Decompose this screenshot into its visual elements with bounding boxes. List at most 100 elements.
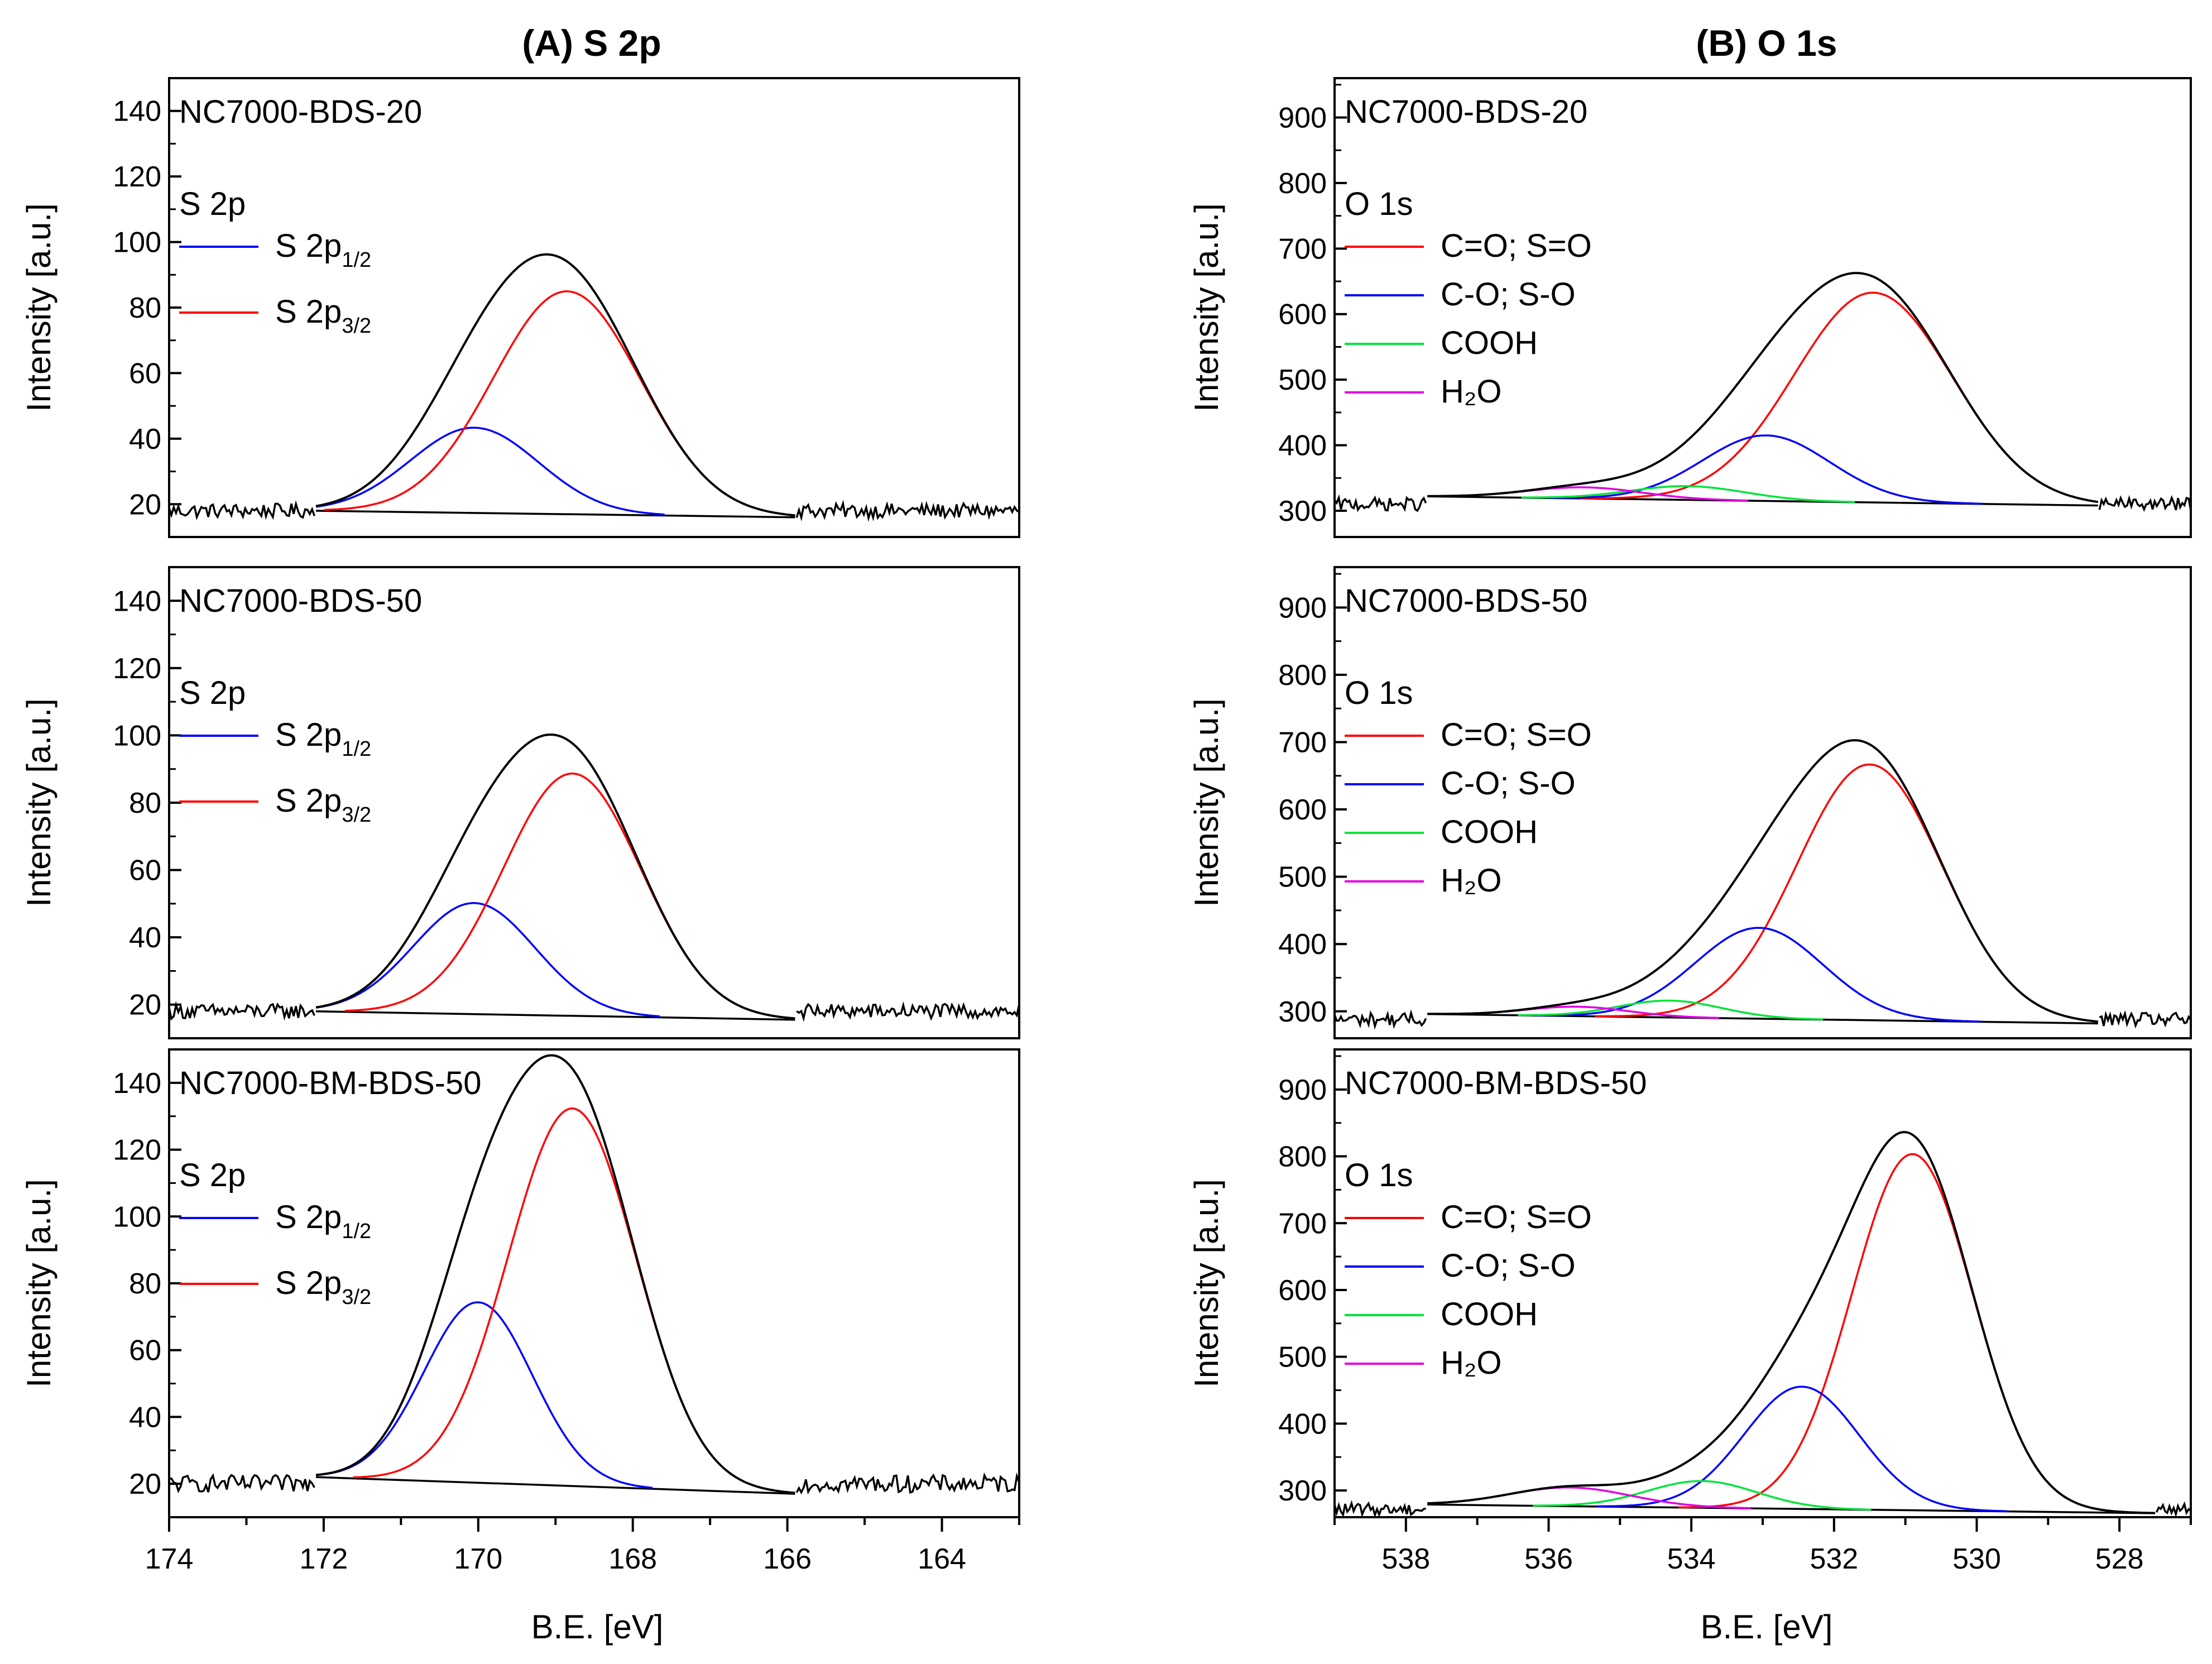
y-tick-label: 40 [129,423,161,455]
raw-data-left [1335,1009,1427,1030]
column-title-b: (B) O 1s [1696,22,1837,64]
legend-label: C=O; S=O [1441,717,1592,753]
y-axis-title: Intensity [a.u.] [20,203,57,412]
y-tick-label: 700 [1278,233,1327,265]
legend-label: COOH [1441,814,1538,850]
y-tick-label: 800 [1278,659,1327,692]
y-tick-label: 700 [1278,726,1327,759]
component-1 [344,773,795,1020]
plot-frame [1333,566,2192,1039]
panels: 20 40 60 80 100 120 140 Intensity [a.u.] NC7000-… [20,77,2192,1575]
x-tick-label: 164 [918,1543,966,1575]
x-tick-label: 168 [608,1543,657,1575]
y-tick-label: 40 [129,1401,161,1433]
y-tick-label: 40 [129,922,161,954]
x-tick-label: 170 [454,1543,502,1575]
y-axis-title: Intensity [a.u.] [1188,698,1225,907]
y-tick-label: 60 [129,357,161,390]
component-2 [1533,1480,1872,1511]
panel-b2: 300 400 500 600 700 800 900 Intensity [a.u.] NC7… [1188,566,2192,1039]
legend-title: O 1s [1345,675,1413,711]
legend-label: C=O; S=O [1441,228,1592,264]
plot-area [169,733,1019,1022]
component-0 [1580,291,2099,503]
y-tick-label: 400 [1278,928,1327,961]
plot-area [1335,1131,2191,1517]
legend: C=O; S=O C-O; S-O COOH H₂O [1345,717,1592,899]
legend-label: H₂O [1441,862,1502,899]
y-tick-label: 600 [1278,794,1327,826]
y-tick-label: 140 [113,95,161,128]
raw-data-right [2098,495,2191,512]
y-tick-label: 20 [129,1468,161,1500]
component-1 [1538,927,1981,1023]
plot-area [1335,272,2191,512]
component-1 [324,290,795,517]
baseline [316,1010,795,1021]
y-tick-label: 80 [129,787,161,819]
y-tick-label: 800 [1278,1141,1327,1173]
column-title-a: (A) S 2p [522,22,661,64]
legend-label: S 2p1/2 [275,228,371,272]
x-tick-label: 174 [145,1543,194,1575]
legend-title: O 1s [1345,1157,1413,1193]
raw-data-right [795,500,1019,522]
y-tick-label: 20 [129,488,161,521]
y-tick-label: 400 [1278,430,1327,462]
y-tick-label: 20 [129,989,161,1022]
legend: S 2p1/2 S 2p3/2 [179,1199,371,1309]
envelope-fit [315,1054,795,1494]
component-2 [1521,485,1855,503]
sample-label: NC7000-BM-BDS-50 [1345,1065,1647,1101]
y-tick-label: 140 [113,585,161,617]
sample-label: NC7000-BDS-20 [179,94,422,130]
raw-data-left [1335,494,1427,512]
legend-title: O 1s [1345,186,1413,222]
component-0 [316,1301,653,1489]
panel-a2: 20 40 60 80 100 120 140 Intensity [a.u.] NC7000-… [20,566,1020,1039]
x-tick-label: 172 [300,1543,348,1575]
legend-label: S 2p3/2 [275,783,371,827]
x-tick-label: 536 [1524,1543,1573,1575]
raw-data-right [2099,1010,2191,1029]
envelope-fit [315,733,795,1020]
plot-area [169,253,1019,522]
legend-label: S 2p3/2 [275,294,371,338]
legend-title: S 2p [179,186,246,222]
component-1 [1549,434,1983,505]
y-tick-label: 900 [1278,1074,1327,1106]
y-tick-label: 600 [1278,1274,1327,1307]
legend-label: COOH [1441,325,1538,361]
x-tick-label: 532 [1810,1543,1858,1575]
y-tick-label: 120 [113,161,161,193]
component-0 [315,426,665,516]
legend-label: C-O; S-O [1441,1248,1576,1284]
legend-label: COOH [1441,1296,1538,1332]
y-tick-label: 140 [113,1067,161,1100]
raw-data-right [796,1001,1019,1022]
baseline [316,510,795,519]
y-tick-label: 100 [113,720,161,752]
y-tick-label: 60 [129,1335,161,1367]
panel-b3: 300 400 500 600 700 800 900 538 536 534 532 530 528 I… [1188,1048,2192,1575]
panel-b1: 300 400 500 600 700 800 900 Intensity [a.u.] NC7… [1188,77,2192,538]
y-tick-label: 500 [1278,364,1327,396]
y-tick-label: 300 [1278,495,1327,528]
envelope-fit [1427,1131,2156,1514]
component-1 [353,1107,793,1494]
y-tick-label: 600 [1278,299,1327,331]
legend: C=O; S=O C-O; S-O COOH H₂O [1345,1199,1592,1381]
legend-label: C-O; S-O [1441,276,1576,313]
y-tick-label: 900 [1278,592,1327,624]
envelope-fit [1427,272,2099,503]
component-1 [1596,1385,2008,1513]
y-tick-label: 120 [113,653,161,685]
sample-label: NC7000-BM-BDS-50 [179,1065,482,1101]
y-tick-label: 500 [1278,861,1327,894]
legend-label: H₂O [1441,373,1502,410]
sample-label: NC7000-BDS-50 [1345,583,1587,619]
y-tick-label: 800 [1278,167,1327,200]
raw-data-right [2156,1501,2191,1517]
raw-data-left [1335,1500,1426,1517]
